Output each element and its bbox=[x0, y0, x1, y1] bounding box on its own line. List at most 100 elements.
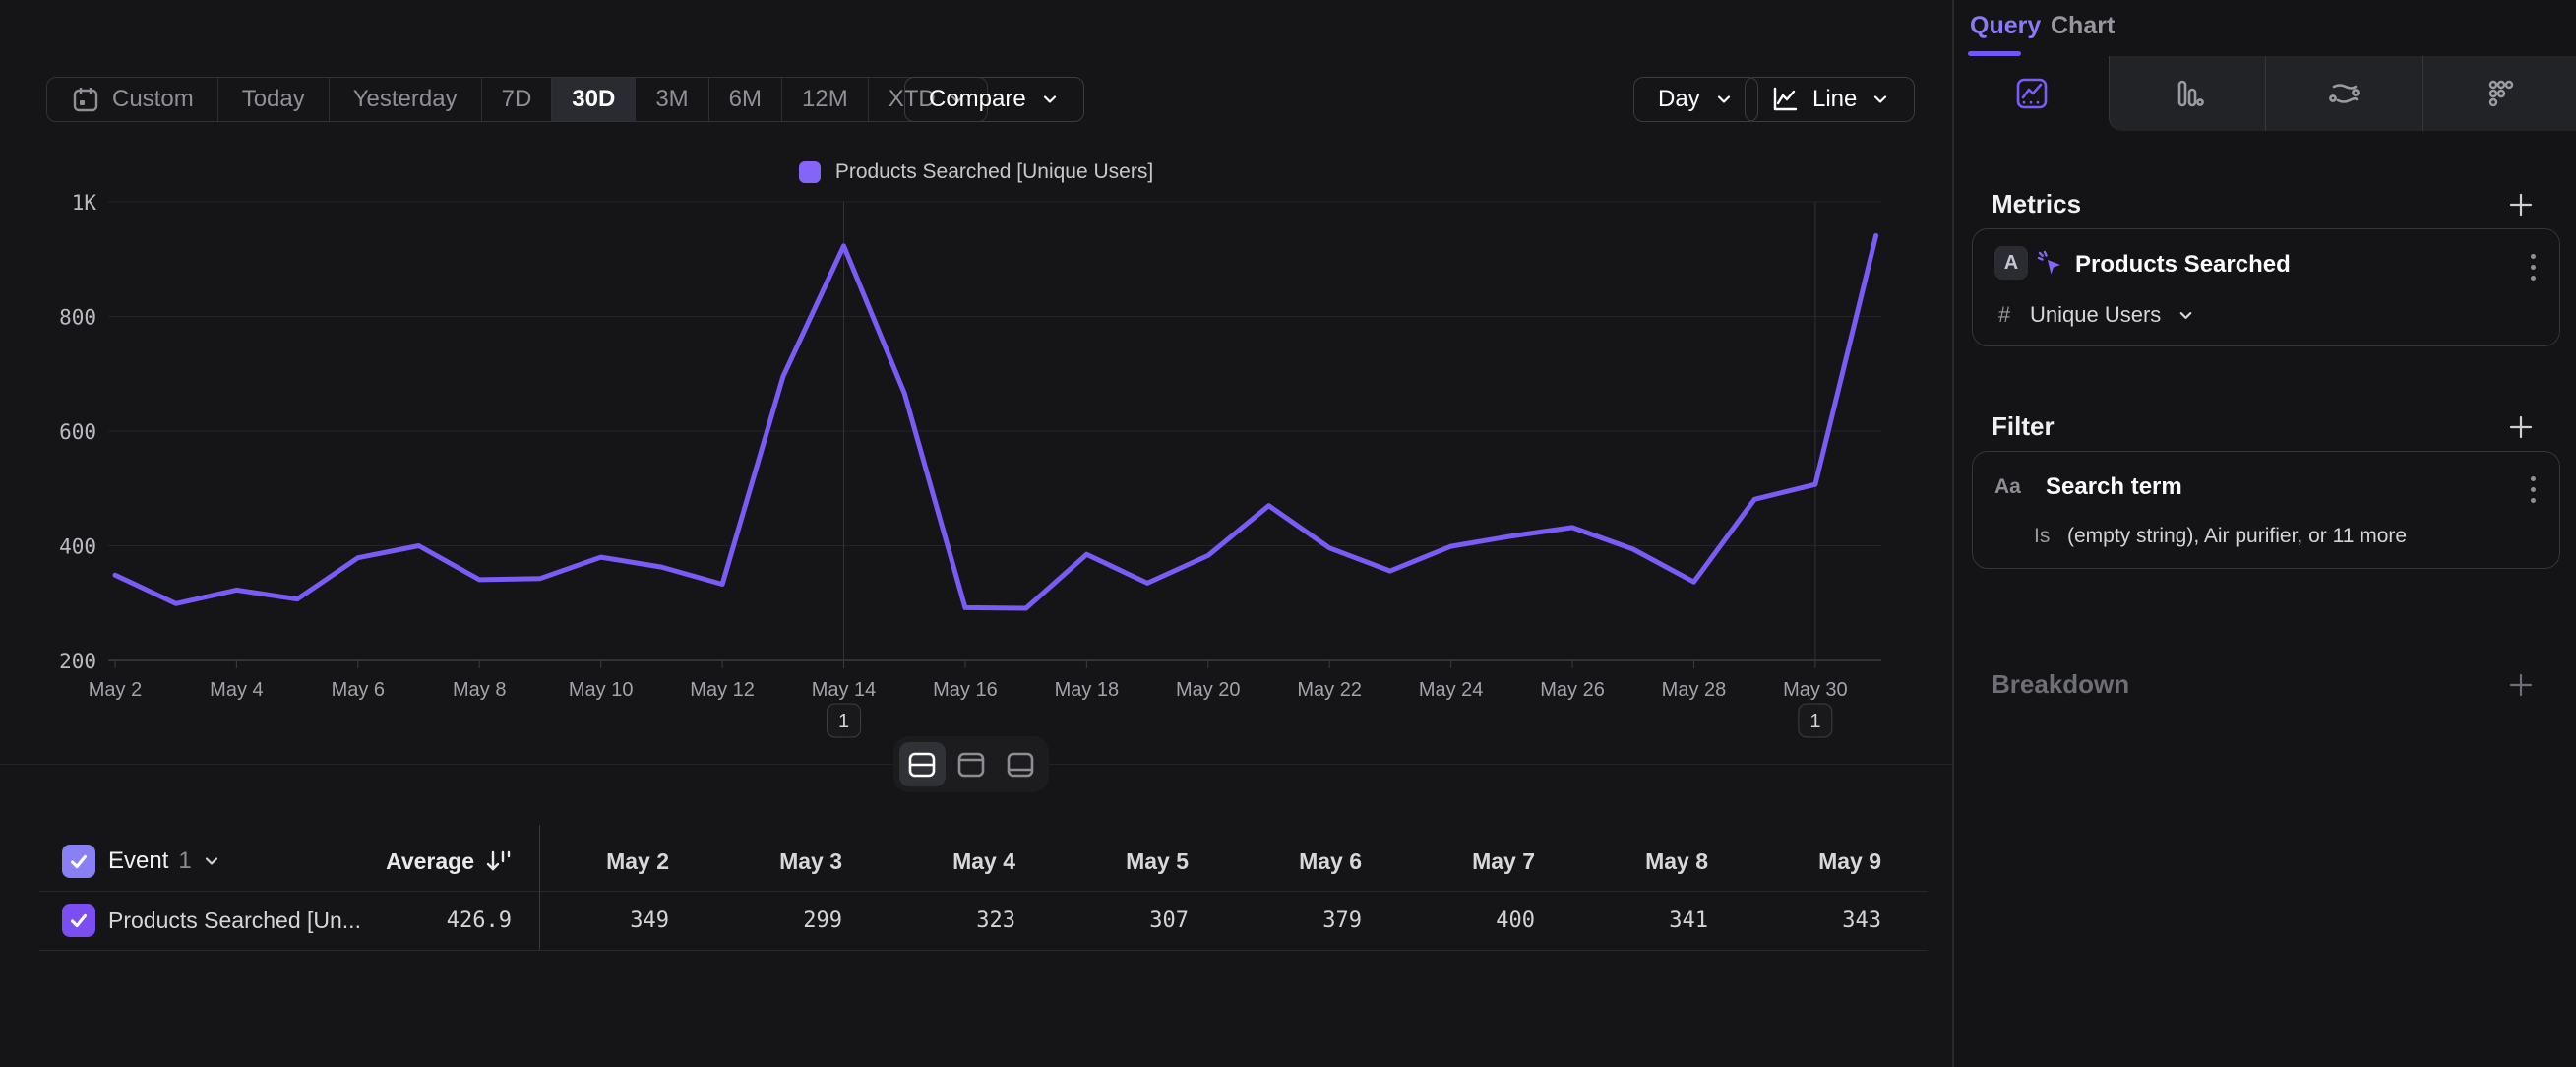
date-range-label: Custom bbox=[112, 86, 194, 112]
aggregation-prefix: # bbox=[1998, 302, 2011, 327]
table-cell-value: 343 bbox=[1842, 908, 1881, 933]
retention-icon bbox=[2488, 80, 2513, 107]
event-count: 1 bbox=[178, 847, 192, 874]
add-filter-button[interactable] bbox=[2505, 411, 2537, 443]
table-cell-value: 400 bbox=[1496, 908, 1535, 933]
line-chart-icon bbox=[1773, 87, 1798, 111]
check-icon bbox=[70, 854, 88, 869]
add-metric-button[interactable] bbox=[2505, 189, 2537, 220]
x-axis-label: May 24 bbox=[1419, 679, 1484, 701]
date-range-3m[interactable]: 3M bbox=[635, 78, 707, 121]
select-all-checkbox[interactable] bbox=[62, 845, 95, 878]
tab-retention[interactable] bbox=[2422, 56, 2576, 131]
insights-icon bbox=[2016, 78, 2048, 109]
x-axis-label: May 4 bbox=[210, 679, 263, 701]
metric-menu-button[interactable] bbox=[2520, 251, 2545, 282]
chevron-down-icon bbox=[1874, 95, 1887, 103]
average-column-header[interactable]: Average bbox=[295, 832, 512, 891]
check-icon bbox=[70, 913, 88, 928]
date-range-12m[interactable]: 12M bbox=[781, 78, 868, 121]
annotation-badge[interactable] bbox=[827, 703, 862, 738]
table-column-header[interactable]: May 5 bbox=[1126, 847, 1189, 874]
x-axis-label: May 14 bbox=[812, 679, 877, 701]
chart-svg: 1K 800 600 400 200 May 2 May 4 May 6 May 8 May 10… bbox=[59, 191, 1881, 738]
x-axis-label: May 12 bbox=[690, 679, 755, 701]
event-selector[interactable]: Event 1 bbox=[108, 832, 221, 891]
table-cell-value: 307 bbox=[1149, 908, 1189, 933]
x-axis-label: May 22 bbox=[1297, 679, 1362, 701]
legend-swatch[interactable] bbox=[798, 161, 821, 183]
chart-view-icon bbox=[957, 752, 985, 777]
date-range-7d[interactable]: 7D bbox=[480, 78, 552, 121]
filter-value[interactable]: (empty string), Air purifier, or 11 more bbox=[2067, 525, 2408, 547]
compare-button[interactable]: Compare bbox=[904, 77, 1084, 122]
annotation-badge-label: 1 bbox=[838, 711, 849, 732]
y-axis-label: 400 bbox=[59, 535, 96, 559]
tab-funnels[interactable] bbox=[2109, 56, 2265, 131]
tab-flows[interactable] bbox=[2265, 56, 2422, 131]
add-breakdown-button[interactable] bbox=[2505, 669, 2537, 701]
filter-operator[interactable]: Is bbox=[2034, 525, 2051, 547]
tab-insights[interactable] bbox=[1955, 56, 2109, 131]
y-axis-label: 200 bbox=[59, 650, 96, 673]
event-label: Event bbox=[108, 847, 169, 874]
row-checkbox[interactable] bbox=[62, 904, 95, 937]
filter-property-name[interactable]: Search term bbox=[2046, 473, 2182, 500]
annotation-badge[interactable] bbox=[1798, 703, 1833, 738]
layout-chart-view-button[interactable] bbox=[949, 742, 995, 786]
flows-icon bbox=[2329, 84, 2360, 103]
aggregation-dropdown[interactable]: Unique Users bbox=[2030, 302, 2195, 328]
date-range-custom[interactable]: Custom bbox=[47, 78, 217, 121]
series-line-products-searched[interactable] bbox=[112, 232, 1879, 611]
table-column-header[interactable]: May 4 bbox=[952, 847, 1015, 874]
metric-card[interactable]: A Products Searched # Unique Users bbox=[1972, 228, 2560, 346]
table-column-header[interactable]: May 7 bbox=[1472, 847, 1535, 874]
y-axis-label: 1K bbox=[72, 191, 97, 215]
active-tab-underline bbox=[1968, 51, 2021, 56]
granularity-dropdown[interactable]: Day bbox=[1633, 77, 1758, 122]
breakdown-section-title: Breakdown bbox=[1992, 669, 2130, 699]
filter-menu-button[interactable] bbox=[2520, 473, 2545, 505]
table-row-border bbox=[39, 950, 1928, 951]
table-column-header[interactable]: May 3 bbox=[779, 847, 842, 874]
query-panel: Query Chart Metrics bbox=[1952, 0, 2576, 1067]
table-column-header[interactable]: May 9 bbox=[1818, 847, 1881, 874]
date-range-xtd[interactable]: XTD bbox=[867, 78, 987, 121]
layout-split-view-button[interactable] bbox=[898, 742, 946, 786]
filter-card[interactable]: Aa Search term Is (empty string), Air pu… bbox=[1972, 451, 2560, 569]
x-axis-label: May 26 bbox=[1540, 679, 1605, 701]
table-column-header[interactable]: May 8 bbox=[1645, 847, 1708, 874]
table-cell-value: 299 bbox=[803, 908, 842, 933]
table-row-average: 426.9 bbox=[446, 908, 512, 933]
table-view-icon bbox=[1007, 752, 1034, 777]
chart-type-dropdown[interactable]: Line bbox=[1745, 77, 1916, 122]
date-range-6m[interactable]: 6M bbox=[707, 78, 781, 121]
metrics-section-title: Metrics bbox=[1992, 189, 2082, 219]
table-column-divider bbox=[539, 825, 540, 950]
series-badge: A bbox=[1994, 246, 2028, 280]
metric-event-name[interactable]: Products Searched bbox=[2075, 251, 2291, 278]
chevron-down-icon bbox=[951, 95, 963, 103]
table-row-name[interactable]: Products Searched [Un... bbox=[108, 907, 361, 933]
table-cell-value: 349 bbox=[630, 908, 669, 933]
chevron-down-icon bbox=[1043, 95, 1056, 103]
y-axis-label: 800 bbox=[59, 306, 96, 330]
table-column-header[interactable]: May 2 bbox=[606, 847, 669, 874]
tab-query[interactable]: Query bbox=[1970, 12, 2042, 39]
table-cell-value: 379 bbox=[1322, 908, 1362, 933]
tab-chart[interactable]: Chart bbox=[2051, 12, 2116, 39]
annotation-badge-label: 1 bbox=[1809, 711, 1820, 732]
split-view-icon bbox=[908, 752, 936, 777]
sort-icon bbox=[486, 850, 511, 871]
layout-table-view-button[interactable] bbox=[998, 742, 1044, 786]
date-range-30d[interactable]: 30D bbox=[551, 78, 636, 121]
calendar-icon bbox=[73, 88, 98, 112]
plus-icon bbox=[2509, 193, 2533, 217]
plus-icon bbox=[2509, 415, 2533, 439]
date-range-today[interactable]: Today bbox=[216, 78, 329, 121]
table-column-header[interactable]: May 6 bbox=[1299, 847, 1362, 874]
legend-label: Products Searched [Unique Users] bbox=[834, 160, 1154, 183]
filter-section-title: Filter bbox=[1992, 411, 2055, 441]
x-axis-label: May 20 bbox=[1176, 679, 1241, 701]
date-range-yesterday[interactable]: Yesterday bbox=[328, 78, 481, 121]
